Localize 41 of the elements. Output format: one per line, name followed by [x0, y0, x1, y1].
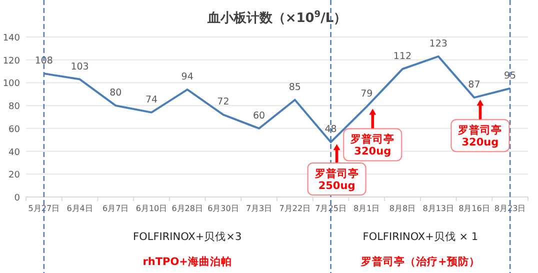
- y-tick-label: 100: [2, 79, 20, 90]
- data-label: 72: [217, 96, 230, 108]
- x-tick-label: 6月7日: [102, 204, 129, 213]
- x-tick-label: 6月10日: [136, 204, 168, 213]
- y-tick-label: 140: [2, 34, 20, 44]
- annotation: 罗普司亭 320ug: [350, 132, 395, 158]
- text: 罗普司亭（治疗+预防）: [360, 255, 480, 268]
- data-label: 80: [110, 88, 122, 99]
- data-label: 108: [34, 56, 53, 67]
- text: FOLFIRINOX+贝伐 × 1: [362, 231, 478, 243]
- x-tick-label: 8月8日: [389, 204, 416, 213]
- x-tick-label: 8月13日: [422, 204, 454, 213]
- text: FOLFIRINOX+贝伐×3: [133, 231, 242, 243]
- annotation: 罗普司亭 320ug: [457, 124, 502, 149]
- x-tick-label: 6月28日: [172, 204, 203, 213]
- y-tick-label: 40: [8, 148, 20, 158]
- y-tick-label: 120: [2, 56, 20, 66]
- x-tick-label: 8月16日: [458, 204, 490, 213]
- data-label: 87: [468, 80, 480, 91]
- data-label: 103: [70, 61, 89, 72]
- data-label: 79: [360, 88, 373, 100]
- y-tick-label: 0: [14, 194, 20, 204]
- x-tick-label: 6月30日: [208, 204, 239, 213]
- x-tick-label: 6月4日: [66, 204, 93, 213]
- data-label: 123: [429, 38, 448, 50]
- y-tick-label: 60: [8, 124, 20, 135]
- annotation: 罗普司亭 250ug: [314, 167, 359, 192]
- data-label: 60: [253, 110, 266, 122]
- data-label: 74: [145, 94, 158, 106]
- data-label: 85: [288, 82, 301, 93]
- text: rhTPO+海曲泊帕: [142, 255, 232, 268]
- y-tick-label: 20: [8, 170, 20, 181]
- chart-title: 血小板计数（×10$^{9}$/L）: [206, 10, 347, 26]
- x-tick-label: 7月3日: [246, 204, 272, 213]
- data-label: 112: [393, 51, 412, 62]
- y-tick-label: 80: [8, 102, 20, 112]
- data-label: 95: [504, 70, 516, 82]
- x-tick-label: 7月22日: [279, 204, 311, 213]
- data-label: 94: [181, 72, 194, 83]
- x-tick-label: 7月25日: [315, 204, 346, 213]
- x-tick-label: 8月1日: [354, 204, 380, 213]
